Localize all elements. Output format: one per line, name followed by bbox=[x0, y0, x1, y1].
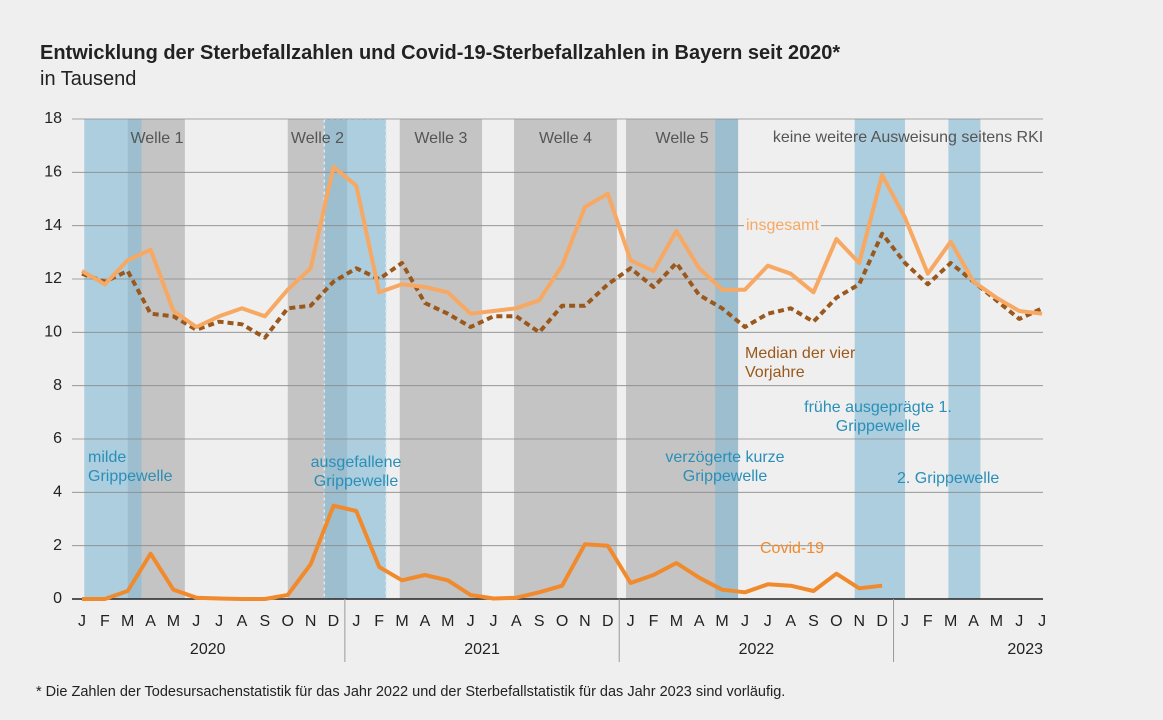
annotation: keine weitere Ausweisung seitens RKI bbox=[772, 129, 1044, 146]
wave-band bbox=[514, 119, 617, 599]
x-tick-label: F bbox=[100, 613, 110, 630]
year-label: 2023 bbox=[1007, 641, 1043, 658]
x-tick-label: J bbox=[352, 613, 360, 630]
x-tick-label: N bbox=[579, 613, 591, 630]
x-tick-label: N bbox=[305, 613, 317, 630]
series-line bbox=[81, 231, 1043, 340]
chart-title: Entwicklung der Sterbefallzahlen und Cov… bbox=[40, 42, 841, 64]
series-line bbox=[82, 503, 883, 601]
x-tick-label: O bbox=[830, 613, 842, 630]
y-tick-label: 6 bbox=[53, 430, 62, 447]
x-tick-label: D bbox=[876, 613, 888, 630]
year-label: 2020 bbox=[190, 641, 226, 658]
y-tick-label: 16 bbox=[44, 164, 62, 181]
flu-label: 2. Grippewelle bbox=[897, 470, 1000, 487]
x-tick-label: J bbox=[1015, 613, 1023, 630]
x-tick-label: J bbox=[192, 613, 200, 630]
x-tick-label: M bbox=[990, 613, 1003, 630]
flu-band bbox=[948, 119, 981, 599]
x-tick-label: D bbox=[602, 613, 614, 630]
y-tick-label: 14 bbox=[44, 217, 62, 234]
x-tick-label: F bbox=[649, 613, 659, 630]
y-tick-label: 2 bbox=[53, 537, 62, 554]
x-tick-label: M bbox=[121, 613, 134, 630]
flu-band bbox=[84, 119, 142, 599]
series-label: Covid-19 bbox=[760, 540, 825, 557]
x-tick-label: J bbox=[489, 613, 497, 630]
flu-band bbox=[323, 118, 387, 600]
x-tick-label: F bbox=[374, 613, 384, 630]
wave-label: Welle 1 bbox=[130, 130, 183, 147]
y-tick-label: 12 bbox=[44, 270, 62, 287]
wave-band bbox=[399, 119, 483, 599]
wave-label: Welle 3 bbox=[414, 130, 467, 147]
y-tick-label: 10 bbox=[44, 324, 62, 341]
x-tick-label: J bbox=[78, 613, 86, 630]
x-tick-label: M bbox=[944, 613, 957, 630]
x-tick-label: J bbox=[901, 613, 909, 630]
x-tick-label: A bbox=[145, 613, 156, 630]
x-tick-label: J bbox=[764, 613, 772, 630]
x-tick-label: M bbox=[395, 613, 408, 630]
x-tick-label: D bbox=[328, 613, 340, 630]
wave-label: Welle 5 bbox=[656, 130, 709, 147]
x-tick-label: M bbox=[715, 613, 728, 630]
wave-label: Welle 4 bbox=[539, 130, 592, 147]
y-tick-label: 8 bbox=[53, 377, 62, 394]
x-tick-label: A bbox=[968, 613, 979, 630]
x-tick-label: J bbox=[215, 613, 223, 630]
year-label: 2021 bbox=[464, 641, 500, 658]
x-tick-label: J bbox=[467, 613, 475, 630]
x-tick-label: S bbox=[260, 613, 271, 630]
x-tick-label: S bbox=[534, 613, 545, 630]
x-tick-label: J bbox=[627, 613, 635, 630]
x-tick-label: M bbox=[167, 613, 180, 630]
y-tick-label: 4 bbox=[53, 484, 62, 501]
flu-label: frühe ausgeprägte 1. Grippewelle bbox=[804, 399, 952, 435]
flu-label: ausgefallene Grippewelle bbox=[310, 454, 402, 490]
chart-subtitle: in Tausend bbox=[40, 68, 137, 90]
x-tick-label: J bbox=[1038, 613, 1046, 630]
x-tick-label: A bbox=[237, 613, 248, 630]
flu-label: milde Grippewelle bbox=[88, 449, 173, 485]
year-label: 2022 bbox=[739, 641, 775, 658]
x-tick-label: A bbox=[420, 613, 431, 630]
footnote: * Die Zahlen der Todesursachenstatistik … bbox=[36, 684, 786, 700]
y-tick-label: 18 bbox=[44, 110, 62, 127]
x-tick-label: A bbox=[785, 613, 796, 630]
flu-label: verzögerte kurze Grippewelle bbox=[665, 449, 785, 485]
x-tick-label: M bbox=[670, 613, 683, 630]
wave-label: Welle 2 bbox=[291, 130, 344, 147]
x-tick-label: N bbox=[853, 613, 865, 630]
x-tick-label: A bbox=[511, 613, 522, 630]
series-label: insgesamt bbox=[744, 216, 821, 235]
x-tick-label: A bbox=[694, 613, 705, 630]
flu-band bbox=[715, 119, 739, 599]
y-tick-label: 0 bbox=[53, 590, 62, 607]
x-tick-label: F bbox=[923, 613, 933, 630]
x-tick-label: S bbox=[808, 613, 819, 630]
x-tick-label: O bbox=[282, 613, 294, 630]
series-line bbox=[80, 165, 1043, 329]
x-tick-label: J bbox=[741, 613, 749, 630]
x-tick-label: M bbox=[441, 613, 454, 630]
x-tick-label: O bbox=[556, 613, 568, 630]
series-label: Median der vier Vorjahre bbox=[745, 345, 856, 381]
